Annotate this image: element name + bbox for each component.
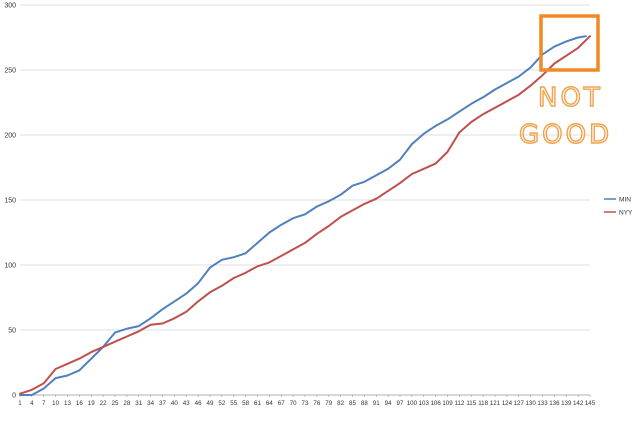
- x-tick-label-139: 139: [561, 400, 572, 407]
- x-tick-label-1: 1: [18, 400, 22, 407]
- x-tick-label-136: 136: [549, 400, 560, 407]
- y-tick-label-200: 200: [4, 133, 16, 140]
- x-tick-label-103: 103: [419, 400, 430, 407]
- x-tick-label-46: 46: [195, 400, 202, 407]
- annotation-text-line2: GOOD: [519, 120, 612, 150]
- x-tick-label-4: 4: [30, 400, 34, 407]
- x-tick-label-52: 52: [218, 400, 225, 407]
- x-tick-label-115: 115: [466, 400, 476, 407]
- x-tick-label-118: 118: [478, 400, 488, 407]
- x-tick-label-121: 121: [490, 400, 501, 407]
- x-tick-label-13: 13: [64, 400, 71, 407]
- y-tick-label-0: 0: [12, 393, 16, 400]
- x-tick-label-97: 97: [397, 400, 404, 407]
- x-tick-label-28: 28: [123, 400, 130, 407]
- x-tick-label-37: 37: [159, 400, 166, 407]
- legend: MIN NYY: [604, 197, 633, 217]
- x-tick-label-73: 73: [302, 400, 309, 407]
- x-tick-label-58: 58: [242, 400, 249, 407]
- x-tick-label-43: 43: [183, 400, 190, 407]
- x-tick-label-34: 34: [147, 400, 154, 407]
- x-axis-tick-labels: 1 4 7 10 13 16 19 22 25 28 31 34 37 40 43 46 49 52 55 58 61 6…: [18, 395, 596, 407]
- x-tick-label-82: 82: [337, 400, 344, 407]
- series-lines: [19, 35, 591, 396]
- x-tick-label-19: 19: [88, 400, 95, 407]
- x-tick-label-133: 133: [537, 400, 548, 407]
- x-tick-label-55: 55: [230, 400, 237, 407]
- y-tick-label-100: 100: [4, 263, 16, 270]
- x-tick-label-94: 94: [385, 400, 392, 407]
- x-tick-label-22: 22: [100, 400, 107, 407]
- y-tick-label-250: 250: [4, 68, 16, 75]
- x-tick-label-112: 112: [454, 400, 464, 407]
- x-tick-label-70: 70: [290, 400, 297, 407]
- x-tick-label-25: 25: [112, 400, 119, 407]
- legend-nyy-label: NYY: [619, 210, 633, 217]
- x-tick-label-31: 31: [135, 400, 142, 407]
- y-tick-label-50: 50: [8, 328, 16, 335]
- x-tick-label-106: 106: [430, 400, 441, 407]
- highlight-box: [539, 14, 600, 72]
- x-tick-label-16: 16: [76, 400, 83, 407]
- x-tick-label-145: 145: [585, 400, 596, 407]
- y-tick-label-150: 150: [4, 198, 16, 205]
- y-tick-label-300: 300: [4, 3, 16, 10]
- x-tick-label-127: 127: [514, 400, 525, 407]
- x-tick-label-91: 91: [373, 400, 380, 407]
- x-tick-label-10: 10: [52, 400, 59, 407]
- annotation: NOT GOOD: [518, 14, 612, 151]
- x-tick-label-61: 61: [254, 400, 261, 407]
- grid-lines: [20, 4, 590, 331]
- x-tick-label-76: 76: [313, 400, 320, 407]
- x-tick-label-88: 88: [361, 400, 368, 407]
- x-tick-label-142: 142: [573, 400, 584, 407]
- annotation-text-line1: NOT: [538, 83, 603, 113]
- x-tick-label-49: 49: [207, 400, 214, 407]
- x-tick-label-7: 7: [42, 400, 46, 407]
- x-tick-label-67: 67: [278, 400, 285, 407]
- legend-min-label: MIN: [619, 197, 631, 204]
- x-tick-label-79: 79: [325, 400, 332, 407]
- x-tick-label-109: 109: [442, 400, 453, 407]
- x-tick-label-130: 130: [525, 400, 536, 407]
- x-tick-label-124: 124: [502, 400, 513, 407]
- series-line-min: [19, 35, 587, 396]
- y-axis-tick-labels: 0 50 100 150 200 250 300: [4, 3, 16, 400]
- x-tick-label-100: 100: [407, 400, 418, 407]
- series-line-nyy: [19, 35, 591, 395]
- x-tick-label-64: 64: [266, 400, 273, 407]
- x-tick-label-85: 85: [349, 400, 356, 407]
- x-tick-label-40: 40: [171, 400, 178, 407]
